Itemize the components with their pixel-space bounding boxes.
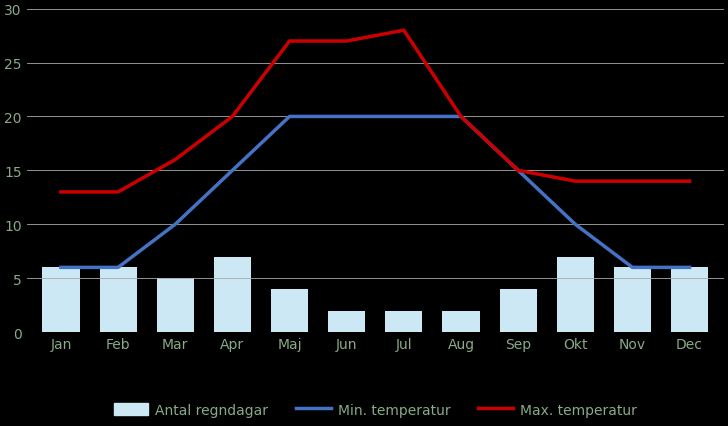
Bar xyxy=(214,257,251,332)
Bar xyxy=(42,268,79,332)
Bar xyxy=(614,268,651,332)
Legend: Antal regndagar, Min. temperatur, Max. temperatur: Antal regndagar, Min. temperatur, Max. t… xyxy=(108,397,642,422)
Bar xyxy=(499,289,537,332)
Bar xyxy=(443,311,480,332)
Bar xyxy=(557,257,594,332)
Bar xyxy=(671,268,708,332)
Bar xyxy=(385,311,422,332)
Bar xyxy=(157,279,194,332)
Bar xyxy=(271,289,308,332)
Bar xyxy=(328,311,365,332)
Bar xyxy=(100,268,137,332)
